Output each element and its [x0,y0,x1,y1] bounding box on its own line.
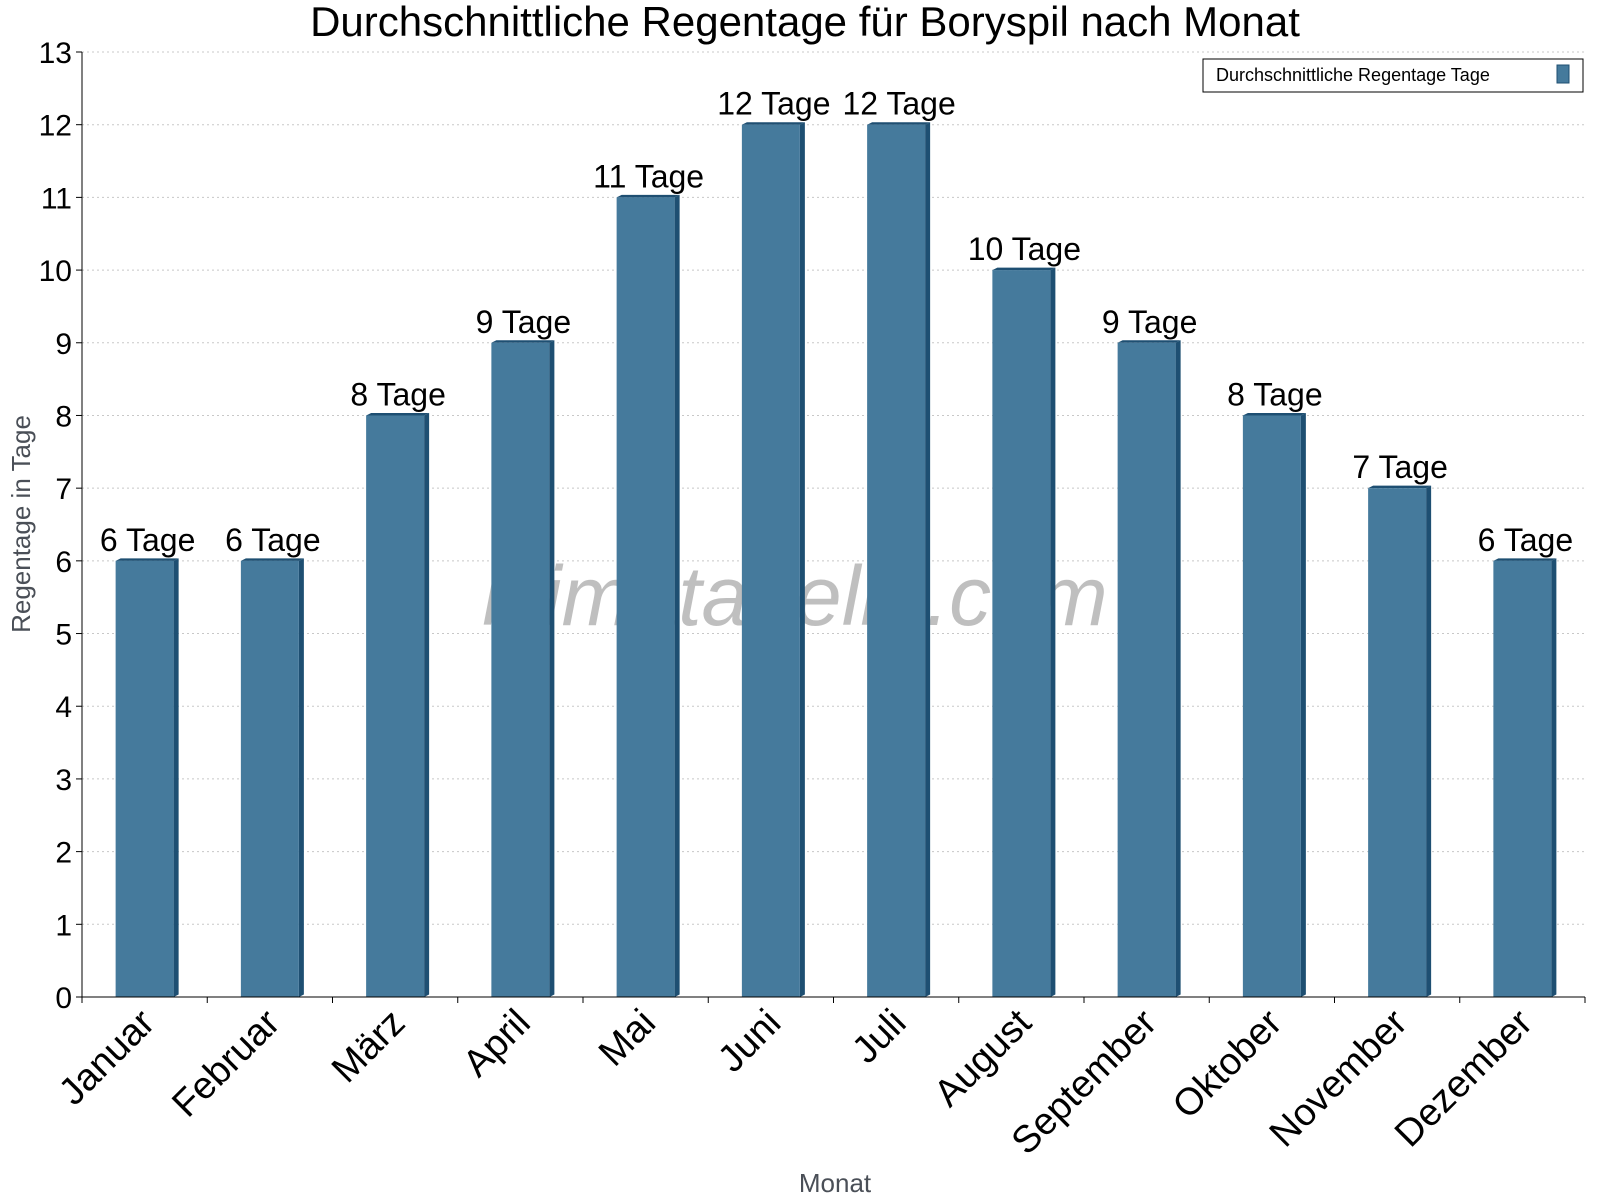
data-label: 8 Tage [1227,376,1323,412]
bar-side [1050,267,1056,998]
bar-Januar [115,558,179,997]
grid-lines [82,51,1585,925]
y-tick-label: 11 [41,182,72,215]
data-label: 6 Tage [100,522,196,558]
data-label: 9 Tage [476,304,572,340]
bar-top [867,122,931,125]
y-tick-label: 12 [39,110,72,143]
chart-title: Durchschnittliche Regentage für Boryspil… [310,0,1300,45]
bar-Mai [616,194,680,997]
bar-Juli [867,122,931,997]
bars [115,122,1557,998]
data-label: 8 Tage [350,376,446,412]
y-tick-label: 2 [55,837,72,870]
bar-top [1242,412,1306,416]
data-labels: 6 Tage 6 Tage 8 Tage 9 Tage 11 Tage 12 Tage 12… [100,86,1573,558]
data-label: 12 Tage [842,86,955,122]
bar-front [992,270,1051,998]
y-axis-title: Regentage in Tage [6,415,36,633]
bar-top [115,558,179,561]
x-tick-label: April [455,1002,538,1085]
x-tick-label: Februar [164,1001,288,1125]
bar-side [925,122,931,997]
bar-top [616,194,680,198]
x-tick-label: August [926,1001,1040,1115]
bar-top [741,122,805,125]
bar-side [1175,340,1181,997]
y-tick-label: 4 [55,691,72,724]
y-tick-label: 13 [39,37,72,70]
y-tick-label: 8 [55,400,72,433]
bar-top [366,412,430,416]
bar-Juni [741,122,805,997]
bar-front [1368,488,1427,997]
bar-side [674,194,680,997]
x-axis-title: Monat [799,1168,872,1198]
x-tick-label: März [324,1002,413,1091]
legend: Durchschnittliche Regentage Tage [1202,58,1584,93]
bar-side [298,558,304,997]
x-tick-label: Mai [591,1002,664,1075]
bar-top [1493,558,1557,561]
bar-top [491,340,555,343]
y-tick-label: 5 [55,619,72,652]
data-label: 9 Tage [1102,304,1198,340]
bar-side [173,558,179,997]
y-tick-label: 10 [39,255,72,288]
bar-top [240,558,304,561]
bar-front [616,197,675,997]
bar-Dezember [1493,558,1557,997]
bar-side [799,122,805,997]
x-tick-label: Juni [710,1002,789,1081]
bar-side [1426,485,1432,997]
bar-September [1117,340,1181,997]
data-label: 6 Tage [225,522,321,558]
bar-front [867,124,926,997]
y-tick-label: 0 [55,982,72,1015]
legend-swatch [1556,64,1570,84]
bar-front [491,342,550,997]
bar-front [1117,342,1176,997]
bar-front [1242,415,1301,997]
x-ticks: Januar Februar März April Mai Juni Juli AugustS… [51,997,1586,1163]
y-tick-label: 1 [55,909,72,942]
x-tick-label: Juli [844,1002,914,1072]
bar-August [992,267,1056,998]
data-label: 12 Tage [717,86,830,122]
legend-box [1202,58,1584,93]
bar-top [992,267,1056,271]
bar-front [741,124,800,997]
y-tick-label: 6 [55,546,72,579]
data-label: 11 Tage [593,158,704,194]
bar-top [1368,485,1432,489]
bar-April [491,340,555,997]
x-tick-label: Januar [51,1001,163,1113]
data-label: 10 Tage [968,231,1081,267]
x-tick-label: Oktober [1165,1001,1291,1127]
y-tick-label: 3 [55,764,72,797]
y-tick-label: 7 [55,473,72,506]
legend-label: Durchschnittliche Regentage Tage [1216,65,1490,85]
bar-November [1368,485,1432,997]
bar-front [1493,560,1552,997]
bar-front [115,560,174,997]
bar-front [366,415,425,997]
bar-front [240,560,299,997]
bar-side [1300,412,1306,997]
bar-März [366,412,430,997]
bar-side [1551,558,1557,997]
bar-top [1117,340,1181,343]
bar-Oktober [1242,412,1306,997]
data-label: 6 Tage [1478,522,1574,558]
bar-Februar [240,558,304,997]
data-label: 7 Tage [1352,449,1448,485]
bar-side [549,340,555,997]
bar-side [424,412,430,997]
x-tick-label: Dezember [1387,1001,1541,1155]
y-tick-label: 9 [55,328,72,361]
